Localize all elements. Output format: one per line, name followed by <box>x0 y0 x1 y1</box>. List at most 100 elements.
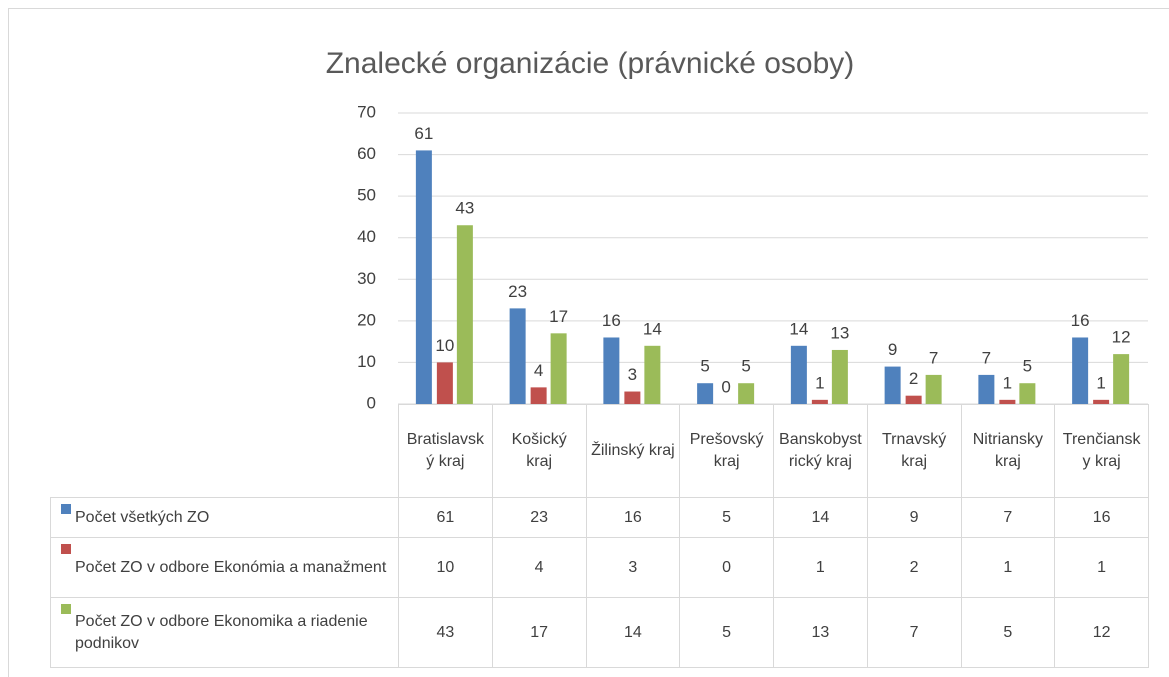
table-value: 14 <box>773 497 868 538</box>
bar <box>1019 383 1036 404</box>
category-label: Bratislavský kraj <box>398 404 493 498</box>
table-value: 10 <box>398 537 493 598</box>
y-tick-label: 20 <box>357 310 376 329</box>
category-label: Trenčiansky kraj <box>1054 404 1149 498</box>
bar <box>1113 354 1130 404</box>
table-value: 7 <box>866 597 962 668</box>
y-tick-label: 30 <box>357 269 376 288</box>
bar <box>811 399 828 404</box>
data-label: 5 <box>1023 357 1032 376</box>
category-label: Žilinský kraj <box>585 404 681 498</box>
bar <box>697 383 714 404</box>
bar <box>415 150 432 404</box>
bar <box>884 366 901 404</box>
bar <box>436 362 453 404</box>
bar <box>790 345 807 404</box>
bar <box>624 391 641 404</box>
table-value: 17 <box>491 597 587 668</box>
y-tick-label: 70 <box>357 102 376 121</box>
legend-entry: Počet ZO v odbore Ekonomika a riadenie p… <box>50 597 399 668</box>
table-value: 5 <box>679 597 774 668</box>
data-label: 7 <box>982 348 991 367</box>
table-value: 4 <box>491 537 587 598</box>
data-label: 1 <box>815 373 824 392</box>
legend-label: Počet ZO v odbore Ekonomika a riadenie p… <box>75 612 368 652</box>
data-label: 7 <box>929 348 938 367</box>
y-tick-label: 60 <box>357 144 376 163</box>
table-value: 9 <box>866 497 962 538</box>
category-label: Košický kraj <box>491 404 587 498</box>
data-label: 1 <box>1003 373 1012 392</box>
legend-entry: Počet ZO v odbore Ekonómia a manažment <box>50 537 399 598</box>
legend-swatch <box>61 504 71 514</box>
data-label: 5 <box>700 357 709 376</box>
bar <box>738 383 755 404</box>
table-value: 2 <box>866 537 962 598</box>
y-tick-label: 40 <box>357 227 376 246</box>
data-label: 1 <box>1096 373 1105 392</box>
category-label: Banskobystrický kraj <box>773 404 868 498</box>
table-value: 3 <box>585 537 681 598</box>
legend-label: Počet všetkých ZO <box>75 508 210 526</box>
y-tick-label: 0 <box>367 393 376 412</box>
table-value: 61 <box>398 497 493 538</box>
table-value: 7 <box>960 497 1056 538</box>
y-tick-label: 10 <box>357 352 376 371</box>
legend-swatch <box>61 544 71 554</box>
table-value: 1 <box>960 537 1056 598</box>
bar <box>905 395 922 404</box>
data-label: 61 <box>414 124 433 143</box>
table-value: 1 <box>1054 537 1149 598</box>
table-value: 14 <box>585 597 681 668</box>
data-label: 3 <box>628 365 637 384</box>
bar <box>1093 399 1110 404</box>
table-value: 13 <box>773 597 868 668</box>
table-value: 0 <box>679 537 774 598</box>
bar <box>831 349 848 404</box>
data-label: 4 <box>534 361 543 380</box>
data-label: 2 <box>909 369 918 388</box>
table-value: 5 <box>679 497 774 538</box>
bar <box>456 225 473 404</box>
legend-label: Počet ZO v odbore Ekonómia a manažment <box>75 558 387 576</box>
data-label: 16 <box>1071 311 1090 330</box>
bar <box>530 387 547 404</box>
data-label: 13 <box>830 323 849 342</box>
data-label: 5 <box>741 357 750 376</box>
table-value: 12 <box>1054 597 1149 668</box>
table-value: 16 <box>1054 497 1149 538</box>
table-value: 5 <box>960 597 1056 668</box>
chart-title: Znalecké organizácie (právnické osoby) <box>326 47 855 80</box>
table-value: 16 <box>585 497 681 538</box>
bar <box>925 374 942 404</box>
data-label: 17 <box>549 307 568 326</box>
legend-entry: Počet všetkých ZO <box>50 497 399 538</box>
data-label: 10 <box>435 336 454 355</box>
bar <box>978 374 995 404</box>
data-label: 16 <box>602 311 621 330</box>
table-value: 23 <box>491 497 587 538</box>
data-label: 43 <box>455 199 474 218</box>
data-label: 14 <box>643 319 662 338</box>
data-label: 12 <box>1112 328 1131 347</box>
data-label: 14 <box>789 319 808 338</box>
y-tick-label: 50 <box>357 186 376 205</box>
data-label: 0 <box>721 377 730 396</box>
chart-border <box>8 8 1169 677</box>
bar <box>1072 337 1089 404</box>
bar <box>999 399 1016 404</box>
table-value: 1 <box>773 537 868 598</box>
category-label: Nitriansky kraj <box>960 404 1056 498</box>
table-value: 43 <box>398 597 493 668</box>
category-label: Prešovský kraj <box>679 404 774 498</box>
data-label: 9 <box>888 340 897 359</box>
category-label: Trnavský kraj <box>866 404 962 498</box>
bar <box>644 345 661 404</box>
bar <box>509 308 526 404</box>
bar <box>603 337 620 404</box>
data-label: 23 <box>508 282 527 301</box>
bar <box>550 333 567 404</box>
legend-swatch <box>61 604 71 614</box>
